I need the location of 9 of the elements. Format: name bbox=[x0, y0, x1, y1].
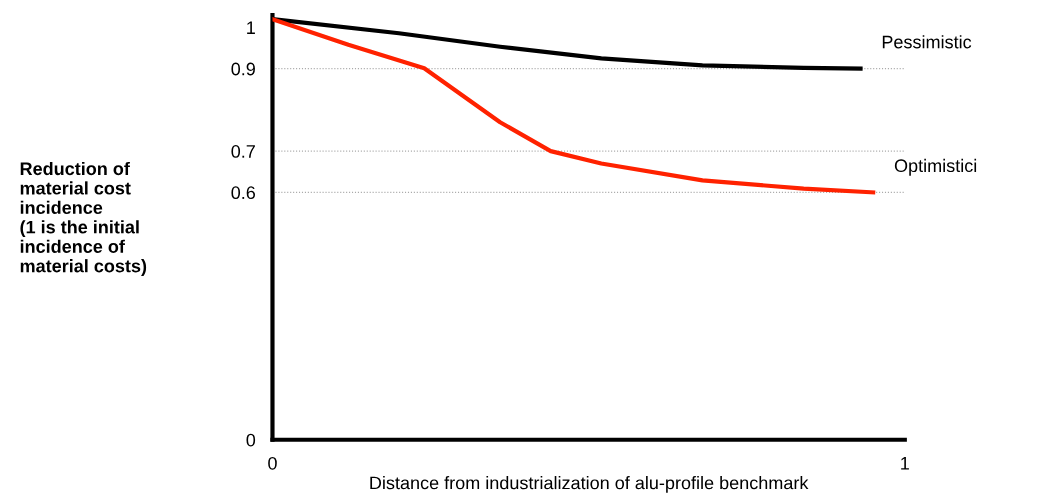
y-tick-label: 0.6 bbox=[231, 186, 256, 200]
series-label: Optimistici bbox=[894, 158, 977, 176]
x-axis-title: Distance from industrialization of alu-profile benchmark bbox=[370, 476, 809, 493]
y-tick-label: 1 bbox=[247, 21, 255, 34]
y-tick-label: 0.9 bbox=[231, 62, 255, 76]
y-tick-label: 0.7 bbox=[231, 145, 255, 158]
series-label: Pessimistic bbox=[882, 35, 972, 49]
y-tick-label: 0 bbox=[246, 433, 256, 447]
y-axis-title: Reduction of material cost incidence (1 is the initial incidence of material costs) bbox=[20, 161, 147, 276]
